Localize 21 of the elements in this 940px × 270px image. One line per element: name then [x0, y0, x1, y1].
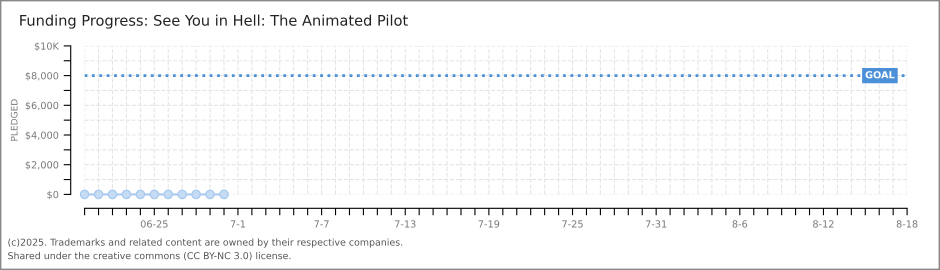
y-tick-label: $6,000: [26, 102, 58, 110]
x-tick-label: 7-7: [314, 220, 329, 228]
y-tick-label: $8,000: [26, 72, 58, 81]
y-tick-label: $4,000: [26, 131, 58, 140]
text: (c)2025. Trademarks and related content are owned by their respective companies.: [8, 238, 402, 248]
text: Shared under the creative commons (CC BY-NC 3.0) license.: [8, 252, 290, 260]
y-tick-label: $10K: [34, 42, 60, 52]
x-tick-label: 7-31: [646, 220, 666, 228]
x-tick-label: 7-25: [562, 220, 583, 228]
x-tick-label: 8-12: [813, 220, 834, 228]
chart-title: Funding Progress: See You in Hell: The Animated Pilot: [20, 14, 408, 29]
y-tick-label: $2,000: [26, 161, 58, 170]
x-tick-label: 8-6: [732, 220, 748, 228]
y-tick-label: $0: [47, 190, 58, 200]
y-axis-title: PLEDGED: [10, 99, 18, 141]
x-tick-label: 7-13: [395, 220, 416, 228]
x-tick-label: 8-18: [896, 220, 918, 228]
x-tick-label: 7-1: [230, 220, 245, 228]
x-tick-label: 7-19: [478, 220, 500, 228]
ref-line-label: GOAL: [866, 71, 894, 78]
x-tick-label: 06-25: [140, 220, 168, 228]
